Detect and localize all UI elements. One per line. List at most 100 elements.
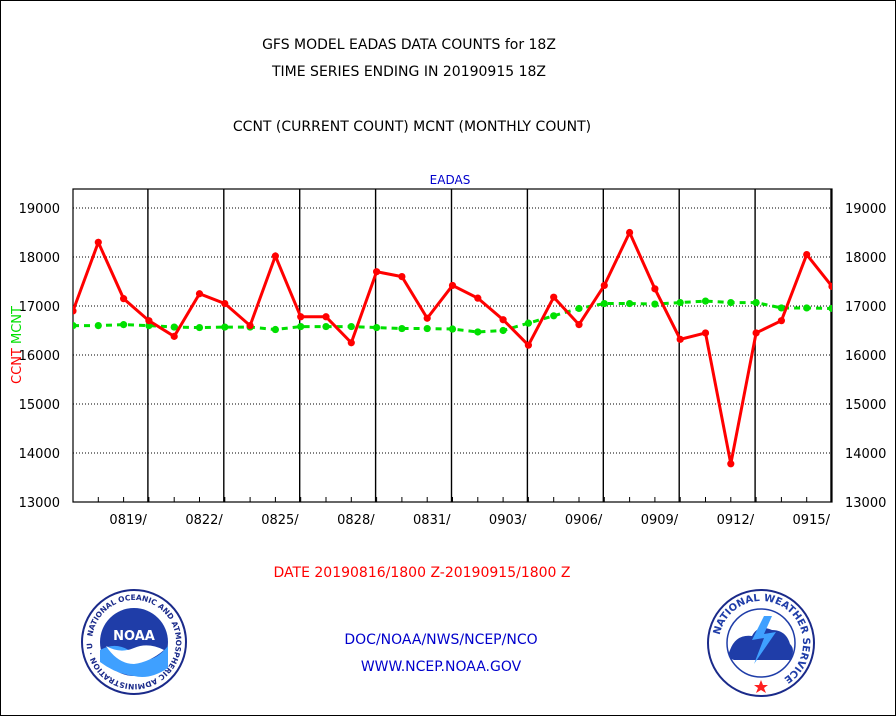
y-tick-label-right: 16000 [845, 349, 886, 364]
chart-title-line2: TIME SERIES ENDING IN 20190915 18Z [272, 64, 546, 80]
series-line-ccnt [73, 228, 832, 465]
x-tick-label: 0909/ [641, 513, 679, 528]
point-mcnt [322, 322, 330, 331]
point-ccnt [347, 339, 355, 347]
point-ccnt [373, 268, 381, 276]
point-mcnt [626, 299, 634, 308]
point-ccnt [777, 317, 786, 325]
y-tick-label-right: 18000 [845, 251, 886, 266]
chart-title-line1: GFS MODEL EADAS DATA COUNTS for 18Z [262, 37, 556, 53]
plot-area [72, 188, 833, 503]
point-mcnt [195, 323, 204, 332]
point-mcnt [297, 322, 305, 331]
x-tick-label: 0828/ [337, 513, 375, 528]
point-mcnt [73, 322, 77, 330]
point-mcnt [398, 324, 406, 333]
point-ccnt [828, 282, 832, 290]
noaa-label: NOAA [113, 629, 155, 644]
point-ccnt [803, 250, 811, 259]
y-tick-label-right: 19000 [845, 202, 886, 217]
y-tick-label-left: 13000 [19, 496, 60, 511]
point-mcnt [777, 304, 786, 312]
point-ccnt [448, 281, 457, 290]
point-mcnt [499, 326, 507, 335]
point-mcnt [221, 323, 229, 331]
point-ccnt [550, 293, 558, 301]
point-mcnt [94, 322, 102, 330]
point-ccnt [297, 313, 305, 321]
y-tick-label-left: 17000 [19, 300, 60, 315]
point-mcnt [474, 328, 482, 336]
point-ccnt [626, 228, 634, 237]
point-mcnt [676, 298, 684, 307]
point-ccnt [170, 332, 178, 340]
point-ccnt [73, 307, 77, 315]
point-ccnt [474, 294, 482, 302]
nws-logo: NATIONAL WEATHER SERVICE [707, 589, 815, 697]
point-mcnt [373, 323, 381, 332]
point-ccnt [120, 295, 128, 303]
y-axis-label-mcnt: MCNT [10, 306, 25, 344]
point-mcnt [347, 322, 355, 331]
point-ccnt [423, 314, 431, 322]
y-tick-label-right: 14000 [845, 447, 886, 462]
point-mcnt [651, 300, 659, 308]
x-tick-label: 0825/ [261, 513, 299, 528]
y-tick-label-left: 18000 [19, 251, 60, 266]
point-mcnt [170, 323, 178, 331]
y-tick-label-left: 14000 [19, 447, 60, 462]
point-ccnt [322, 313, 330, 321]
x-tick-label: 0912/ [717, 513, 755, 528]
point-mcnt [550, 312, 558, 320]
point-ccnt [651, 285, 659, 293]
y-tick-label-left: 16000 [19, 349, 60, 364]
y-axis-label-ccnt: CCNT [10, 344, 25, 384]
point-mcnt [271, 325, 279, 334]
point-mcnt [524, 319, 533, 327]
plot-title: EADAS [430, 173, 471, 187]
x-tick-label: 0903/ [489, 513, 527, 528]
point-ccnt [398, 273, 406, 281]
point-ccnt [575, 321, 583, 329]
point-ccnt [676, 335, 684, 343]
point-ccnt [727, 460, 735, 468]
point-mcnt [600, 299, 608, 308]
point-ccnt [524, 341, 533, 349]
point-mcnt [423, 324, 431, 333]
x-tick-label: 0831/ [413, 513, 451, 528]
y-tick-label-left: 19000 [19, 202, 60, 217]
x-tick-label: 0906/ [565, 513, 603, 528]
y-tick-label-right: 15000 [845, 398, 886, 413]
y-axis-label: CCNT MCNT [10, 306, 25, 384]
x-tick-label: 0915/ [793, 513, 831, 528]
y-tick-label-right: 13000 [845, 496, 886, 511]
point-mcnt [701, 297, 710, 305]
point-ccnt [195, 290, 204, 298]
point-ccnt [145, 317, 153, 325]
noaa-logo: NATIONAL OCEANIC AND ATMOSPHERIC ADMINIS… [80, 588, 187, 695]
point-mcnt [828, 304, 832, 313]
point-mcnt [120, 321, 128, 329]
point-ccnt [752, 329, 760, 337]
org-label: DOC/NOAA/NWS/NCEP/NCO [344, 632, 538, 648]
website-link[interactable]: WWW.NCEP.NOAA.GOV [360, 659, 522, 675]
point-ccnt [94, 238, 102, 246]
date-range-label: DATE 20190816/1800 Z-20190915/1800 Z [273, 565, 571, 581]
chart-title-line3: CCNT (CURRENT COUNT) MCNT (MONTHLY COUNT… [232, 119, 592, 135]
point-ccnt [221, 299, 229, 308]
point-ccnt [271, 252, 279, 260]
point-ccnt [701, 329, 710, 337]
point-mcnt [575, 304, 583, 313]
point-ccnt [246, 322, 254, 330]
y-tick-label-left: 15000 [19, 398, 60, 413]
point-mcnt [727, 298, 735, 307]
point-mcnt [448, 325, 457, 333]
x-tick-label: 0819/ [109, 513, 147, 528]
point-mcnt [803, 304, 811, 312]
point-ccnt [499, 316, 507, 324]
y-tick-label-right: 17000 [845, 300, 886, 315]
point-ccnt [600, 281, 608, 290]
point-mcnt [752, 298, 760, 307]
x-tick-label: 0822/ [185, 513, 223, 528]
